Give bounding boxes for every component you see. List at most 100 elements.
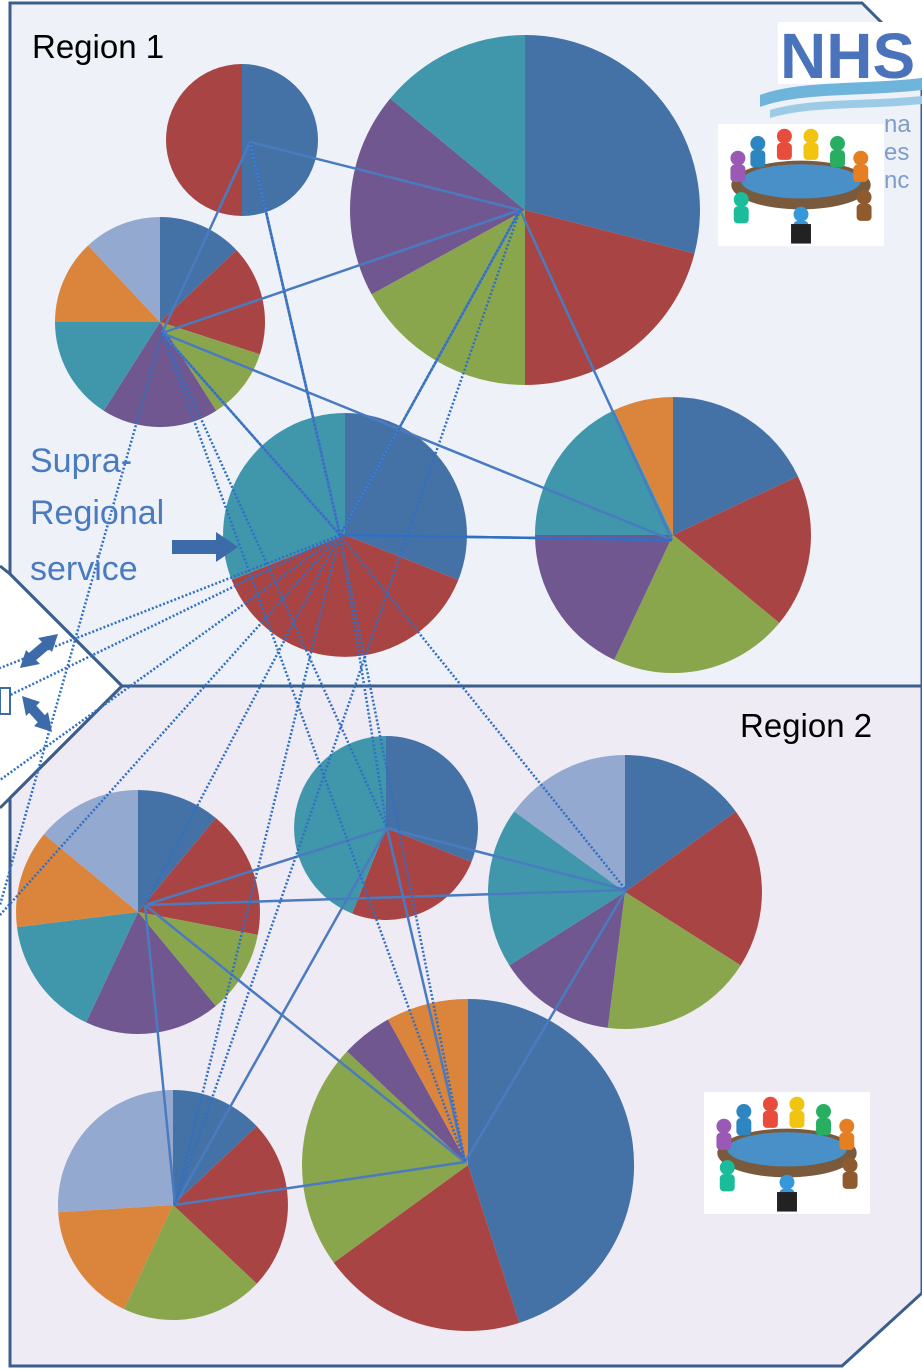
nhs-partial-3: nc [884, 167, 909, 194]
nhs-partial-1: na [884, 111, 911, 138]
pie-slice-red [333, 1165, 520, 1332]
connection-line [144, 888, 627, 907]
pie-slice-blue [468, 999, 635, 1323]
connection-line [463, 889, 628, 1163]
pie-slice-green [138, 912, 258, 1006]
nhs-partial-2: es [884, 139, 909, 166]
dotted-connection-line [173, 534, 342, 1206]
meeting-table-icon [718, 124, 884, 246]
dotted-connection-line [0, 534, 341, 916]
external-edge-upper [0, 564, 124, 688]
dotted-connection-line [0, 332, 164, 906]
pie-slice-teal [535, 410, 673, 535]
pie-slice-blue [138, 789, 216, 912]
dotted-connection-line [161, 332, 341, 536]
pie-slice-blue [173, 1090, 257, 1205]
pie-charts [16, 35, 812, 1332]
supra-regional-pie [223, 413, 467, 657]
dotted-connection-line [338, 534, 389, 829]
pie-slice-green [124, 1205, 257, 1321]
connection-line [161, 208, 521, 335]
pie-slice-red [166, 64, 242, 216]
connection-line [161, 331, 673, 542]
dotted-connection-line [248, 141, 342, 536]
region-2-pie-4 [57, 1090, 288, 1321]
supra-label-line3: service [30, 550, 138, 588]
pie-slice-lightblue [57, 1090, 173, 1213]
external-box-fragment [0, 687, 11, 715]
pie-slice-orange [614, 396, 673, 535]
pie-slice-red [625, 811, 762, 966]
pie-slice-lightblue [44, 790, 138, 912]
dotted-connection-line [339, 533, 673, 542]
dotted-connection-line [143, 534, 342, 906]
connection-line [518, 209, 674, 541]
pie-slice-red [673, 476, 812, 623]
pie-slice-teal [390, 35, 525, 210]
dotted-connection-line [173, 209, 522, 1206]
supra-label-line1: Supra- [30, 442, 132, 480]
pie-slice-orange [388, 998, 468, 1165]
region-1-pie-1 [166, 64, 318, 216]
pie-slice-green [371, 210, 525, 385]
right-arrow-icon [172, 532, 238, 562]
nhs-logo: NHS na es nc [760, 20, 922, 194]
connection-line [143, 904, 177, 1206]
nhs-wave [760, 78, 922, 107]
connection-line [385, 827, 467, 1163]
nhs-logo-text: NHS [780, 20, 915, 92]
dotted-connection-line [0, 533, 341, 702]
connection-line [144, 904, 466, 1163]
dotted-connection-line [338, 534, 467, 1163]
connection-line [174, 1160, 466, 1207]
supra-label-line2: Regional [30, 494, 164, 532]
pie-slice-teal [223, 413, 345, 580]
pie-slice-blue [242, 64, 318, 216]
connection-line [160, 141, 252, 334]
pie-slice-green [607, 892, 741, 1029]
pie-slice-blue [386, 736, 478, 862]
pie-slice-red [525, 210, 695, 385]
pie-slice-orange [55, 245, 160, 322]
external-edge-lower [0, 684, 124, 810]
pie-slice-red [160, 250, 266, 355]
pie-slice-red [173, 1126, 288, 1284]
pie-slice-lightblue [88, 217, 160, 322]
region-1-pie-5 [534, 396, 812, 674]
region-2-pie-3 [488, 755, 762, 1029]
pie-slice-blue [525, 35, 700, 254]
double-arrow-icon [22, 696, 52, 732]
pie-slice-lightblue [514, 755, 625, 892]
double-arrow-icon [20, 634, 58, 668]
pie-slice-purple [350, 98, 525, 295]
dotted-connection-line [339, 533, 673, 542]
region-2-pie-5 [302, 998, 635, 1332]
dotted-connection-line [0, 533, 341, 670]
dotted-connection-line [160, 332, 389, 829]
pie-slice-teal [54, 322, 161, 411]
region-2-pie-1 [16, 789, 260, 1035]
meeting-table-icon [704, 1092, 870, 1214]
connection-line [173, 827, 389, 1206]
dotted-connection-line [0, 533, 341, 782]
connection-line [249, 140, 521, 212]
pie-slice-red [231, 535, 459, 657]
pie-slice-blue [345, 413, 467, 580]
dotted-connections [0, 141, 673, 1206]
pie-slice-blue [625, 755, 736, 892]
connection-line [386, 826, 627, 892]
pie-slice-purple [534, 535, 673, 660]
pie-slice-purple [347, 1019, 468, 1165]
dotted-connection-line [338, 209, 522, 536]
pie-slice-red [138, 818, 260, 935]
pie-slice-teal [488, 811, 625, 966]
region-1-pie-2 [350, 35, 700, 385]
pie-slice-teal [17, 912, 138, 1023]
dotted-connection-line [160, 332, 467, 1163]
pie-slice-green [160, 322, 260, 411]
pie-slice-orange [58, 1205, 174, 1310]
region-1-label: Region 1 [32, 28, 164, 65]
pie-slice-green [302, 1051, 468, 1263]
pie-slice-purple [509, 892, 625, 1028]
